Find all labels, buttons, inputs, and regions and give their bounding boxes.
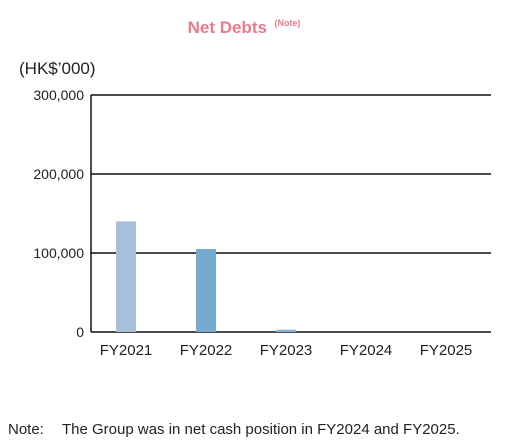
y-tick-labels: 0 100,000 200,000 300,000 (33, 87, 84, 340)
y-tick-label: 100,000 (33, 245, 84, 261)
footnote: Note: The Group was in net cash position… (8, 421, 460, 438)
bar-fy2021 (116, 221, 136, 332)
x-tick-label: FY2025 (420, 342, 473, 359)
x-tick-label: FY2024 (340, 342, 393, 359)
y-tick-label: 300,000 (33, 87, 84, 103)
x-tick-label: FY2022 (180, 342, 233, 359)
bars (116, 221, 296, 332)
bar-fy2022 (196, 249, 216, 332)
gridlines (91, 94, 491, 333)
x-tick-labels: FY2021 FY2022 FY2023 FY2024 FY2025 (100, 342, 473, 359)
chart-title-note: (Note) (274, 18, 300, 28)
x-tick-label: FY2021 (100, 342, 153, 359)
footnote-label: Note: (8, 421, 44, 438)
chart-title: Net Debts (Note) (188, 18, 301, 37)
x-tick-label: FY2023 (260, 342, 313, 359)
y-tick-label: 0 (76, 324, 84, 340)
bar-fy2023 (276, 329, 296, 332)
y-tick-label: 200,000 (33, 166, 84, 182)
footnote-text: The Group was in net cash position in FY… (62, 421, 460, 438)
chart-title-text: Net Debts (188, 18, 267, 37)
y-unit-label: (HK$’000) (19, 59, 96, 78)
